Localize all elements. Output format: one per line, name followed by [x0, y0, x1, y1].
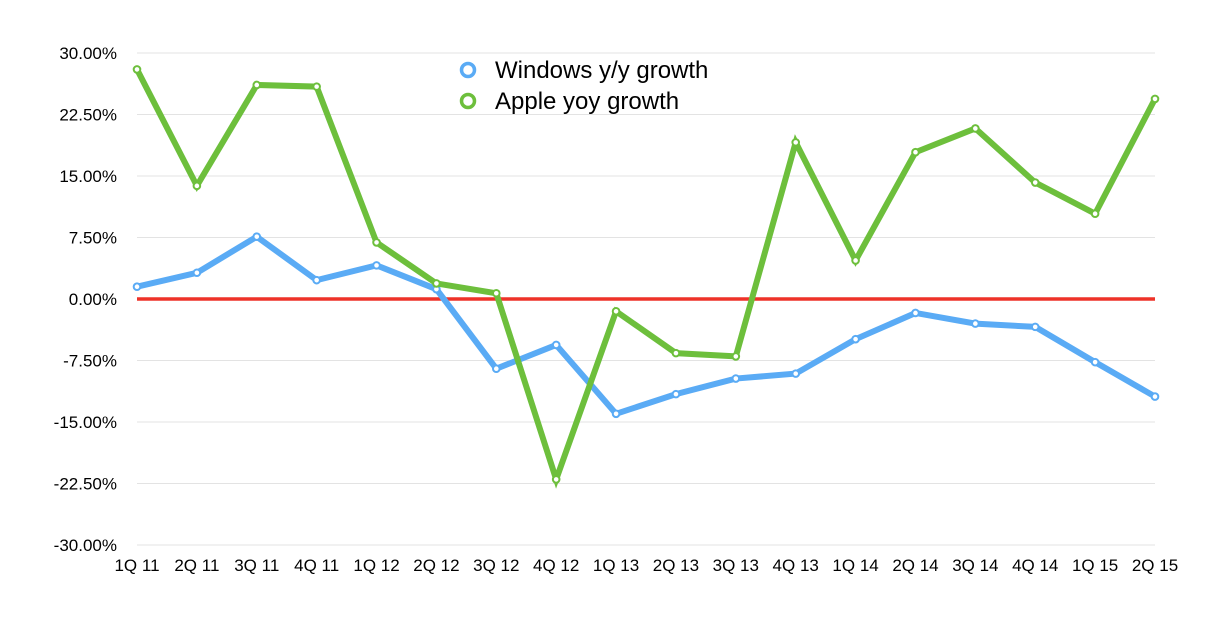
legend-marker: [459, 92, 477, 110]
data-point: [432, 279, 441, 288]
data-point: [731, 374, 741, 383]
data-point: [1030, 322, 1040, 332]
data-point: [1090, 209, 1100, 219]
data-point: [671, 348, 681, 358]
legend-item: Windows y/y growth: [459, 57, 708, 84]
x-tick-label: 4Q 12: [533, 556, 579, 575]
data-point: [791, 138, 801, 147]
data-point: [192, 268, 202, 278]
data-point: [252, 232, 262, 241]
y-tick-label: -22.50%: [54, 475, 117, 494]
data-point: [671, 389, 681, 399]
legend-item: Apple yoy growth: [459, 88, 679, 115]
y-tick-label: 30.00%: [59, 44, 117, 63]
data-point: [132, 65, 142, 74]
x-tick-label: 2Q 11: [174, 556, 219, 575]
data-point: [1150, 94, 1160, 104]
legend-label: Apple yoy growth: [495, 88, 679, 115]
data-point: [491, 288, 501, 298]
y-tick-label: 0.00%: [69, 290, 117, 309]
y-tick-label: 15.00%: [59, 167, 117, 186]
x-tick-label: 3Q 12: [473, 556, 519, 575]
data-point: [851, 334, 860, 344]
data-point: [611, 307, 621, 316]
x-tick-label: 1Q 14: [832, 556, 878, 575]
data-point: [971, 319, 980, 328]
data-point: [851, 256, 860, 265]
x-axis-ticks: 1Q 11 2Q 11 3Q 11 4Q 11 1Q 12 2Q 12 3Q 12 4Q 12…: [114, 556, 1178, 575]
x-tick-label: 1Q 15: [1072, 556, 1118, 575]
data-point: [372, 261, 381, 270]
legend-label: Windows y/y growth: [495, 57, 708, 84]
x-tick-label: 4Q 13: [773, 556, 819, 575]
data-point: [911, 308, 920, 318]
data-point: [1030, 178, 1040, 187]
legend-marker: [459, 61, 477, 79]
data-point: [132, 282, 142, 292]
y-tick-label: 7.50%: [69, 229, 117, 248]
x-tick-label: 1Q 11: [114, 556, 159, 575]
x-tick-label: 3Q 14: [952, 556, 998, 575]
legend: Windows y/y growth Apple yoy growth: [459, 57, 708, 115]
data-point: [312, 275, 321, 285]
series-lines: [132, 65, 1160, 489]
data-point: [611, 409, 621, 419]
series-windows-y-y-growth: [132, 232, 1160, 419]
data-point: [911, 147, 920, 157]
y-tick-label: -7.50%: [63, 352, 117, 371]
x-tick-label: 2Q 12: [413, 556, 459, 575]
x-tick-label: 2Q 14: [892, 556, 938, 575]
data-point: [192, 181, 202, 191]
x-tick-label: 2Q 13: [653, 556, 699, 575]
x-tick-label: 4Q 14: [1012, 556, 1058, 575]
y-tick-label: -15.00%: [54, 413, 117, 432]
data-point: [551, 340, 561, 350]
series-line: [136, 233, 1157, 418]
data-point: [551, 475, 561, 484]
x-tick-label: 2Q 15: [1132, 556, 1178, 575]
y-tick-label: 22.50%: [59, 106, 117, 125]
series-line: [134, 68, 1158, 489]
data-point: [971, 124, 980, 133]
x-tick-label: 4Q 11: [294, 556, 339, 575]
x-tick-label: 1Q 12: [353, 556, 399, 575]
data-point: [252, 80, 262, 90]
y-axis-ticks: 30.00% 22.50% 15.00% 7.50% 0.00% -7.50% -15.00…: [54, 44, 117, 555]
data-point: [791, 369, 801, 378]
x-tick-label: 1Q 13: [593, 556, 639, 575]
data-point: [312, 82, 321, 91]
series-apple-yoy-growth: [132, 65, 1160, 489]
data-point: [491, 364, 501, 374]
data-point: [1090, 357, 1100, 367]
y-tick-label: -30.00%: [54, 536, 117, 555]
data-point: [731, 352, 741, 361]
data-point: [372, 238, 381, 247]
x-tick-label: 3Q 13: [713, 556, 759, 575]
data-point: [1150, 392, 1160, 401]
x-tick-label: 3Q 11: [234, 556, 279, 575]
